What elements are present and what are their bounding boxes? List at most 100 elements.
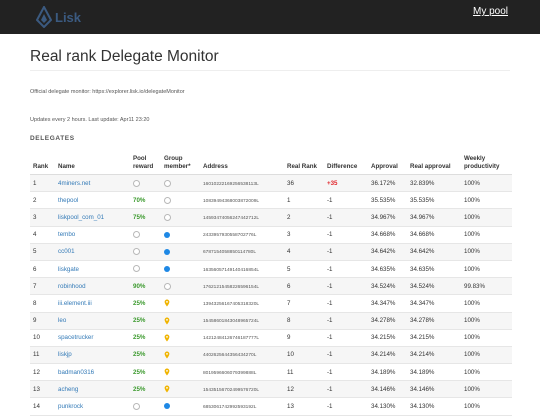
cell-real-rank: 6 [284, 277, 324, 296]
cell-address: 2433957930558702776L [200, 226, 284, 244]
table-row: 8 iii.element.iii 25% 13943256167405318320L… [30, 294, 512, 313]
col-header-real-rank[interactable]: Real Rank [284, 147, 324, 175]
cell-real-rank-text: 11 [287, 368, 294, 376]
cell-name[interactable]: acheng [55, 380, 130, 399]
cell-real-rank-text: 5 [287, 265, 291, 273]
cell-name[interactable]: thepool [55, 191, 130, 210]
brand-logo[interactable]: Lisk [36, 5, 81, 29]
official-monitor-text: Official delegate monitor: https://explo… [30, 89, 185, 95]
cell-name[interactable]: iii.element.iii [55, 294, 130, 313]
cell-real-approval-text: 34.635% [410, 265, 435, 273]
cell-name[interactable]: 4miners.net [55, 174, 130, 193]
cell-address-text: 6853061742992593192L [203, 405, 257, 411]
cell-name[interactable]: punkrock [55, 397, 130, 416]
cell-real-approval: 32.839% [407, 174, 461, 193]
cell-real-rank: 4 [284, 243, 324, 261]
cell-name[interactable]: robinhood [55, 277, 130, 296]
cell-approval-text: 34.347% [371, 299, 396, 307]
cell-name-text[interactable]: liskgate [58, 265, 79, 273]
col-header-approval[interactable]: Approval [368, 147, 407, 175]
cell-real-rank: 13 [284, 397, 324, 416]
cell-group-member [161, 277, 200, 296]
cell-name-text[interactable]: badman0316 [58, 368, 95, 376]
cell-pool-reward: 25% [130, 363, 161, 382]
cell-weekly-productivity-text: 100% [464, 351, 480, 359]
cell-name[interactable]: tembo [55, 226, 130, 244]
cell-name-text[interactable]: punkrock [58, 403, 84, 411]
cell-address: 16356057149140416854L [200, 260, 284, 279]
navbar: Lisk My pool [0, 0, 540, 34]
cell-name[interactable]: badman0316 [55, 363, 130, 382]
col-header-difference[interactable]: Difference [324, 147, 368, 175]
cell-approval: 34.130% [368, 397, 407, 416]
cell-rank: 11 [30, 346, 55, 365]
cell-group-member [161, 294, 200, 313]
cell-rank: 1 [30, 174, 55, 193]
cell-difference: -1 [324, 226, 368, 244]
cell-rank-text: 11 [33, 351, 40, 359]
cell-approval: 35.535% [368, 191, 407, 210]
cell-approval: 34.214% [368, 346, 407, 365]
cell-name-text[interactable]: cc001 [58, 248, 75, 256]
cell-group-member [161, 380, 200, 399]
cell-name[interactable]: liskjp [55, 346, 130, 365]
cell-name[interactable]: leo [55, 312, 130, 330]
cell-approval: 34.635% [368, 260, 407, 279]
cell-real-rank-text: 9 [287, 334, 291, 342]
cell-group-member [161, 312, 200, 330]
cell-name[interactable]: spacetrucker [55, 329, 130, 347]
cell-name[interactable]: liskgate [55, 260, 130, 279]
cell-address: 14212484126746187777L [200, 329, 284, 347]
col-header-name[interactable]: Name [55, 147, 130, 175]
cell-real-rank-text: 3 [287, 231, 291, 239]
cell-approval: 34.146% [368, 380, 407, 399]
table-row: 7 robinhood 90% 17621215458226596154L 6 -1 34.… [30, 277, 512, 296]
cell-real-approval-text: 34.347% [410, 299, 435, 307]
col-header-pool-reward[interactable]: Pool reward [130, 147, 161, 175]
cell-real-approval: 34.347% [407, 294, 461, 313]
cell-rank: 7 [30, 277, 55, 296]
col-header-rank[interactable]: Rank [30, 147, 55, 175]
cell-pool-reward: 25% [130, 294, 161, 313]
cell-name-text[interactable]: acheng [58, 385, 79, 393]
cell-rank: 6 [30, 260, 55, 279]
cell-name-text[interactable]: robinhood [58, 282, 86, 290]
cell-address-text: 6787154058850114780L [203, 250, 256, 256]
cell-weekly-productivity: 100% [461, 191, 512, 210]
cell-name-text[interactable]: 4miners.net [58, 179, 91, 187]
cell-real-approval: 34.967% [407, 208, 461, 227]
col-header-group-member[interactable]: Group member* [161, 147, 200, 175]
cell-name-text[interactable]: liskpool_com_01 [58, 213, 105, 221]
my-pool-link[interactable]: My pool [472, 6, 508, 17]
cell-weekly-productivity-text: 100% [464, 385, 480, 393]
col-header-address[interactable]: Address [200, 147, 284, 175]
cell-weekly-productivity-text: 100% [464, 265, 480, 273]
cell-name[interactable]: cc001 [55, 243, 130, 261]
cell-address-text: 14212484126746187777L [203, 336, 260, 342]
cell-address-text: 8019596606079399888L [203, 370, 257, 376]
cell-weekly-productivity: 99.83% [461, 277, 512, 296]
cell-approval-text: 34.189% [371, 368, 396, 376]
cell-address-text: 14593474056247442712L [203, 215, 260, 221]
col-header-weekly-productivity[interactable]: Weekly productivity [461, 147, 512, 175]
cell-difference-text: -1 [327, 231, 333, 239]
empty-circle-icon [164, 179, 171, 187]
cell-approval: 34.215% [368, 329, 407, 347]
cell-name-text[interactable]: liskjp [58, 351, 72, 359]
cell-weekly-productivity: 100% [461, 208, 512, 227]
cell-name-text[interactable]: thepool [58, 196, 79, 204]
cell-real-rank: 11 [284, 363, 324, 382]
cell-group-member [161, 174, 200, 193]
empty-circle-icon [164, 196, 171, 204]
cell-name-text[interactable]: tembo [58, 231, 76, 239]
cell-name-text[interactable]: leo [58, 317, 67, 325]
cell-pool-reward [130, 243, 161, 261]
cell-name[interactable]: liskpool_com_01 [55, 208, 130, 227]
col-header-real-approval[interactable]: Real approval [407, 147, 461, 175]
cell-name-text[interactable]: spacetrucker [58, 334, 94, 342]
cell-rank: 4 [30, 226, 55, 244]
table-row: 14 punkrock 6853061742992593192L 13 -1 34.130… [30, 397, 512, 416]
cell-approval: 34.347% [368, 294, 407, 313]
cell-name-text[interactable]: iii.element.iii [58, 299, 92, 307]
cell-pool-reward: 75% [130, 208, 161, 227]
